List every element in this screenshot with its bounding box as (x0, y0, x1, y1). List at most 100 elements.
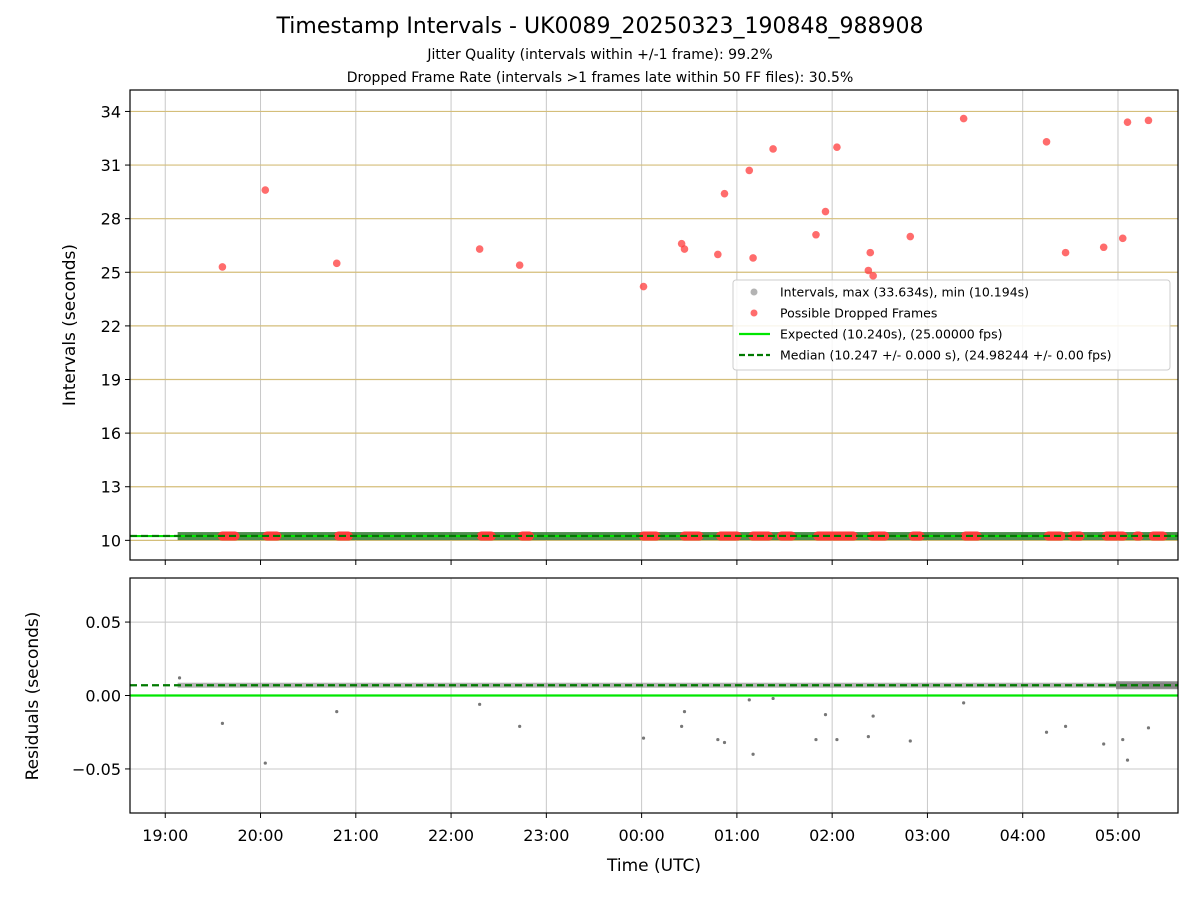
residual-point (871, 714, 875, 718)
residual-point (771, 696, 775, 701)
x-axis-label: Time (UTC) (606, 856, 701, 876)
residual-point (177, 676, 182, 680)
residual-point (1102, 742, 1106, 746)
dropped-frame-point (769, 145, 777, 153)
dropped-frame-point (1118, 234, 1127, 243)
top-y-tick-label: 10 (101, 531, 121, 550)
x-tick-label: 21:00 (333, 826, 379, 845)
dropped-frame-point (1042, 138, 1051, 146)
dropped-frame-point (1144, 116, 1153, 125)
legend-median-label: Median (10.247 +/- 0.000 s), (24.98244 +… (780, 348, 1111, 363)
residual-point (335, 710, 339, 714)
dropped-frame-point (1099, 243, 1108, 252)
chart-subtitle-jitter: Jitter Quality (intervals within +/-1 fr… (427, 47, 773, 63)
top-axes-frame (129, 89, 1179, 561)
legend-dropped-marker (750, 309, 758, 317)
dropped-cluster (217, 531, 240, 541)
bottom-y-tick-label: 0.05 (85, 613, 121, 632)
top-y-label: Intervals (seconds) (60, 244, 80, 406)
x-tick-label: 04:00 (1000, 826, 1046, 845)
top-y-tick-label: 25 (101, 263, 121, 282)
chart-subtitle-dropped: Dropped Frame Rate (intervals >1 frames … (346, 70, 854, 86)
chart-title: Timestamp Intervals - UK0089_20250323_19… (276, 14, 924, 39)
dropped-frame-point (812, 230, 820, 239)
top-y-tick-label: 13 (101, 478, 121, 497)
dropped-frame-point (959, 114, 968, 123)
dropped-frame-point (864, 266, 873, 275)
dropped-frame-point (821, 207, 830, 216)
dropped-frame-point (745, 166, 754, 175)
x-tick-label: 22:00 (428, 826, 474, 845)
top-y-tick-label: 28 (101, 210, 121, 229)
residual-point (518, 724, 522, 728)
dropped-frame-point (1061, 248, 1070, 257)
dropped-frame-point (1123, 118, 1132, 126)
top-y-tick-label: 31 (101, 156, 121, 175)
top-y-tick-label: 19 (101, 371, 121, 390)
residual-point (1063, 724, 1068, 728)
legend-intervals-marker (750, 288, 758, 296)
dropped-frame-point (218, 263, 227, 271)
legend-dropped-label: Possible Dropped Frames (780, 306, 937, 321)
dropped-cluster (262, 531, 282, 541)
legend-box (732, 279, 1171, 371)
x-tick-label: 01:00 (714, 826, 760, 845)
residual-point (866, 735, 870, 739)
residual-point (682, 710, 687, 714)
residual-point (716, 737, 720, 742)
residual-point (751, 752, 755, 756)
dropped-frame-point (680, 245, 689, 253)
x-tick-label: 19:00 (142, 826, 188, 845)
dropped-frame-point (866, 248, 875, 257)
legend-intervals-label: Intervals, max (33.634s), min (10.194s) (780, 285, 1029, 300)
x-tick-label: 23:00 (523, 826, 569, 845)
top-y-tick-label: 16 (101, 424, 121, 443)
x-tick-label: 00:00 (619, 826, 665, 845)
dropped-frame-point (749, 254, 757, 262)
residual-point (1125, 758, 1130, 762)
residual-point (478, 702, 482, 706)
top-series (130, 114, 1179, 541)
residual-point (722, 740, 727, 745)
residual-point (1044, 730, 1049, 734)
residual-point (814, 737, 818, 742)
x-tick-label: 20:00 (237, 826, 283, 845)
dropped-cluster (517, 531, 534, 541)
x-tick-label: 03:00 (904, 826, 950, 845)
top-ticks: 10 13 16 19 22 25 28 31 34 (101, 102, 1119, 565)
residual-point (1121, 737, 1125, 742)
bottom-series (130, 676, 1179, 765)
residual-point (1146, 726, 1151, 730)
x-tick-label: 05:00 (1095, 826, 1141, 845)
bottom-y-label: Residuals (seconds) (23, 612, 43, 781)
residual-point (263, 761, 267, 765)
residual-point (962, 701, 966, 705)
dropped-cluster (776, 531, 796, 541)
dropped-frame-point (906, 232, 915, 241)
dropped-frame-point (833, 143, 841, 151)
residual-point (908, 739, 912, 743)
top-y-tick-label: 34 (101, 102, 121, 121)
dropped-frame-point (720, 189, 729, 198)
bottom-y-tick-label: −0.05 (72, 760, 121, 779)
dropped-frame-point (869, 272, 877, 280)
legend: Intervals, max (33.634s), min (10.194s) … (732, 279, 1171, 371)
residual-point (823, 712, 828, 717)
residual-point (220, 721, 225, 726)
dropped-frame-point (261, 186, 270, 194)
dropped-frame-point (475, 245, 484, 253)
legend-expected-label: Expected (10.240s), (25.00000 fps) (780, 327, 1002, 342)
x-tick-label: 02:00 (809, 826, 855, 845)
dropped-frame-point (714, 250, 722, 259)
dropped-frame-point (515, 261, 524, 269)
top-y-tick-label: 22 (101, 317, 121, 336)
residual-point (747, 698, 751, 702)
residual-point (835, 737, 839, 742)
dropped-frame-point (332, 259, 341, 268)
dropped-frame-point (639, 282, 648, 291)
residual-point (641, 736, 646, 740)
residual-band (177, 682, 1179, 688)
bottom-ticks: 19:00 20:00 21:00 22:00 23:00 00:00 01:00 02:00… (72, 613, 1141, 845)
